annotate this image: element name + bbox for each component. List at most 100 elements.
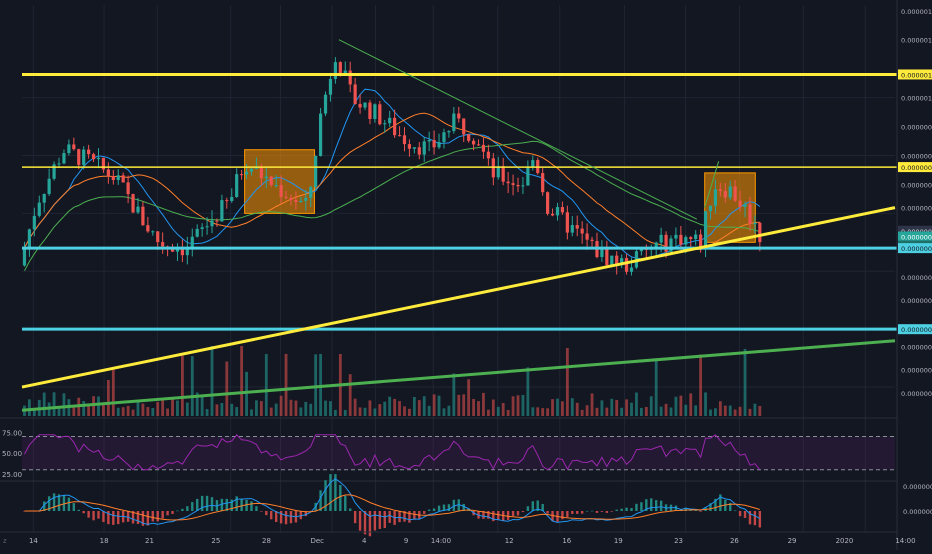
volume-bar bbox=[294, 400, 298, 416]
macd-histogram-bar bbox=[196, 498, 199, 511]
time-tick-label: 19 bbox=[614, 537, 623, 545]
time-axis[interactable]: 14 18 21 25 28 Dec 4 9 14:00 12 16 19 23 26 29 2020 14:0… bbox=[0, 531, 916, 545]
candle-body bbox=[363, 102, 367, 108]
volume-bar bbox=[329, 401, 332, 416]
macd-histogram-bar bbox=[186, 506, 189, 511]
volume-bar bbox=[348, 374, 352, 416]
macd-histogram-bar bbox=[200, 495, 204, 511]
volume-bar bbox=[97, 396, 100, 416]
volume-bar bbox=[457, 394, 461, 416]
macd-histogram-bar bbox=[319, 490, 322, 511]
candle-body bbox=[67, 144, 71, 154]
volume-bar bbox=[635, 392, 638, 416]
candle-body bbox=[467, 134, 471, 141]
candle-body bbox=[185, 246, 189, 256]
macd-histogram-bar bbox=[205, 495, 209, 511]
candle-body bbox=[575, 225, 579, 229]
candle-body bbox=[195, 228, 199, 237]
price-tick-label: 0.00000110 bbox=[901, 37, 932, 45]
volume-bar bbox=[758, 405, 762, 416]
candle-body bbox=[269, 176, 273, 186]
volume-bar bbox=[171, 399, 174, 416]
moving-average-line bbox=[24, 112, 760, 251]
volume-bar bbox=[205, 409, 209, 416]
candle-body bbox=[373, 104, 377, 119]
macd-histogram-bar bbox=[220, 498, 224, 511]
volume-bar bbox=[166, 408, 169, 416]
candle-body bbox=[521, 185, 525, 187]
candle-body bbox=[318, 113, 323, 156]
time-tick-label: 21 bbox=[145, 537, 154, 545]
macd-histogram-bar bbox=[684, 507, 688, 511]
volume-bar bbox=[215, 404, 219, 416]
candle-body bbox=[215, 220, 219, 222]
price-axis[interactable]: 0.00000115 0.00000110 0.00000104 0.00000100… bbox=[896, 0, 932, 550]
volume-bar bbox=[639, 407, 643, 416]
candle-body bbox=[723, 190, 727, 198]
macd-histogram-bar bbox=[546, 511, 549, 514]
volume-bar bbox=[511, 396, 515, 416]
macd-histogram-bar bbox=[87, 511, 90, 518]
candle-body bbox=[180, 248, 184, 256]
time-tick-label: 23 bbox=[674, 537, 683, 545]
volume-bar bbox=[654, 360, 658, 416]
candle-body bbox=[230, 196, 234, 201]
candle-body bbox=[570, 225, 574, 233]
candle-body bbox=[116, 175, 120, 181]
macd-histogram-bar bbox=[82, 511, 85, 514]
macd-histogram-bar bbox=[748, 511, 752, 525]
candle-body bbox=[284, 196, 288, 198]
macd-histogram-bar bbox=[230, 499, 233, 511]
candle-body bbox=[141, 206, 145, 226]
volume-bar bbox=[378, 404, 382, 416]
last-price-label: 0.00000076 bbox=[901, 234, 932, 242]
volume-bar bbox=[501, 403, 505, 416]
volume-bar bbox=[590, 393, 594, 416]
candle-body bbox=[397, 135, 402, 137]
volume-bar bbox=[368, 400, 372, 416]
volume-bar bbox=[151, 408, 155, 416]
time-tick-label: 25 bbox=[211, 537, 220, 545]
volume-bar bbox=[106, 379, 110, 416]
macd-histogram-bar bbox=[625, 507, 628, 511]
candle-body bbox=[402, 135, 407, 145]
volume-bar bbox=[412, 396, 416, 416]
volume-bar bbox=[383, 401, 387, 416]
volume-bar bbox=[121, 407, 125, 416]
macd-histogram-bar bbox=[255, 506, 258, 511]
volume-bar bbox=[324, 400, 327, 416]
candle-body bbox=[121, 175, 125, 183]
level-label: 0.00000074 bbox=[901, 245, 932, 253]
rsi-tick-label: 75.00 bbox=[2, 429, 22, 437]
volume-bar bbox=[180, 355, 184, 416]
volume-bar bbox=[585, 405, 589, 416]
volume-bar bbox=[299, 407, 303, 416]
candle-body bbox=[476, 144, 481, 146]
macd-histogram-bar bbox=[245, 499, 248, 511]
volume-bar bbox=[373, 408, 377, 416]
volume-bar bbox=[432, 394, 436, 416]
candle-body bbox=[452, 113, 456, 132]
macd-histogram-bar bbox=[408, 511, 411, 523]
candle-body bbox=[501, 166, 505, 182]
price-tick-label: 0.00000085 bbox=[901, 181, 932, 189]
macd-signal-line bbox=[24, 494, 760, 521]
macd-histogram-bar bbox=[729, 502, 732, 511]
volume-bar bbox=[467, 379, 471, 416]
volume-bar bbox=[52, 392, 56, 416]
volume-bar bbox=[82, 401, 86, 416]
volume-bar bbox=[289, 399, 293, 416]
candle-body bbox=[615, 255, 619, 266]
ma-tag bbox=[898, 225, 932, 236]
macd-histogram-bar bbox=[659, 500, 663, 511]
macd-histogram-bar bbox=[738, 511, 742, 517]
level-tag bbox=[898, 243, 932, 254]
time-axis-corner-icon: z bbox=[3, 537, 7, 545]
candle-body bbox=[52, 164, 56, 179]
macd-line bbox=[24, 478, 761, 525]
candle-body bbox=[87, 149, 91, 155]
candle-body bbox=[22, 247, 27, 266]
volume-bar bbox=[437, 395, 441, 416]
macd-histogram-bar bbox=[171, 511, 174, 514]
volume-bar bbox=[363, 407, 367, 416]
